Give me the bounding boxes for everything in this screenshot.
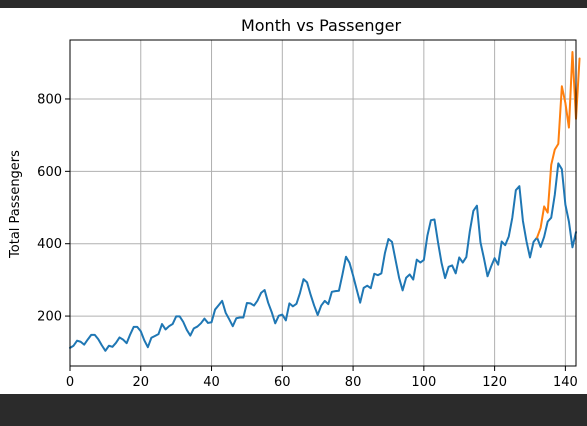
y-tick-label: 800 [37,92,62,107]
y-tick-label: 600 [37,165,62,180]
axes-frame [69,39,577,367]
x-tick-label: 40 [203,375,220,390]
series-line-1 [69,162,577,352]
y-axis-label: Total Passengers [8,150,23,259]
x-tick-label: 80 [345,375,362,390]
x-tick-label: 0 [66,375,74,390]
axes-spines [69,39,577,367]
x-tick-label: 140 [553,375,578,390]
plot-area [70,40,576,366]
x-tick-label: 60 [274,375,291,390]
y-tick-label: 400 [37,237,62,252]
x-tick-label: 100 [411,375,436,390]
series-layer [69,50,581,352]
y-axis-ticks: 200 400 600 800 [37,92,70,325]
x-axis-ticks: 0 20 40 60 80 100 120 140 [66,366,578,390]
chart-title: Month vs Passenger [241,16,402,35]
grid-lines [69,40,576,366]
series-line-2 [536,50,581,239]
x-tick-label: 120 [482,375,507,390]
y-tick-label: 200 [37,310,62,325]
x-tick-label: 20 [132,375,149,390]
